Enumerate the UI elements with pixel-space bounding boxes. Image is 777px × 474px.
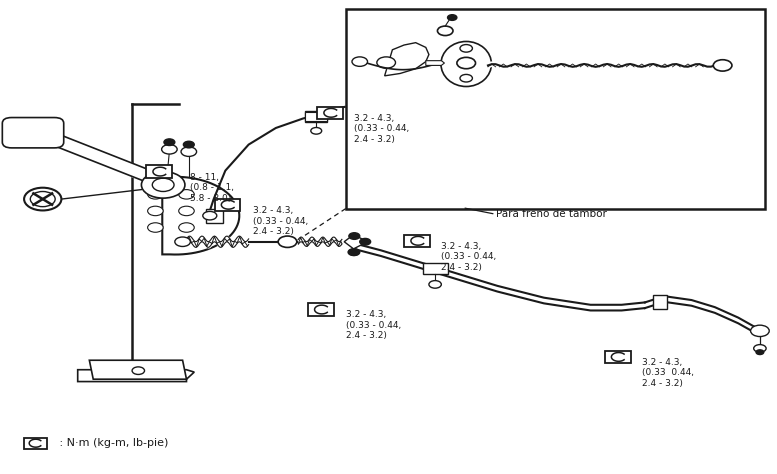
Circle shape bbox=[457, 57, 476, 69]
Bar bbox=[305, 112, 327, 121]
Circle shape bbox=[179, 223, 194, 232]
Polygon shape bbox=[78, 370, 194, 382]
Bar bbox=[605, 351, 631, 363]
Circle shape bbox=[175, 237, 190, 246]
Circle shape bbox=[24, 188, 61, 210]
Circle shape bbox=[311, 128, 322, 134]
Bar bbox=[214, 199, 240, 211]
Text: Para freno de tambor: Para freno de tambor bbox=[496, 209, 607, 219]
Circle shape bbox=[751, 325, 769, 337]
Circle shape bbox=[183, 141, 194, 148]
Circle shape bbox=[162, 145, 177, 154]
Circle shape bbox=[152, 178, 174, 191]
Circle shape bbox=[148, 206, 163, 216]
Bar bbox=[24, 438, 47, 449]
Text: : N·m (kg-m, lb-pie): : N·m (kg-m, lb-pie) bbox=[56, 438, 169, 448]
Bar bbox=[146, 165, 172, 178]
Circle shape bbox=[713, 60, 732, 71]
Bar bbox=[305, 111, 327, 122]
Circle shape bbox=[164, 139, 175, 146]
Circle shape bbox=[448, 15, 457, 20]
Text: 3.2 - 4.3,
(0.33 - 0.44,
2.4 - 3.2): 3.2 - 4.3, (0.33 - 0.44, 2.4 - 3.2) bbox=[253, 206, 308, 236]
Circle shape bbox=[179, 190, 194, 199]
Text: 3.2 - 4.3,
(0.33 - 0.44,
2.4 - 3.2): 3.2 - 4.3, (0.33 - 0.44, 2.4 - 3.2) bbox=[354, 114, 409, 144]
Bar bbox=[405, 235, 430, 247]
Circle shape bbox=[754, 345, 766, 352]
Polygon shape bbox=[385, 43, 429, 76]
Ellipse shape bbox=[441, 42, 491, 87]
Bar bbox=[308, 303, 334, 316]
Circle shape bbox=[179, 206, 194, 216]
Bar bbox=[206, 209, 223, 223]
Circle shape bbox=[148, 223, 163, 232]
Bar bbox=[423, 263, 448, 274]
Circle shape bbox=[429, 281, 441, 288]
Text: 3.2 - 4.3,
(0.33 - 0.44,
2.4 - 3.2): 3.2 - 4.3, (0.33 - 0.44, 2.4 - 3.2) bbox=[441, 242, 497, 272]
FancyBboxPatch shape bbox=[2, 118, 64, 148]
Bar bbox=[317, 107, 343, 119]
Circle shape bbox=[148, 190, 163, 199]
Circle shape bbox=[437, 26, 453, 36]
Circle shape bbox=[30, 191, 55, 207]
Circle shape bbox=[460, 74, 472, 82]
Circle shape bbox=[352, 57, 368, 66]
Circle shape bbox=[203, 211, 217, 220]
Circle shape bbox=[141, 172, 185, 198]
Circle shape bbox=[348, 249, 359, 255]
Polygon shape bbox=[426, 61, 444, 65]
Bar bbox=[653, 295, 667, 309]
Circle shape bbox=[349, 233, 360, 239]
Circle shape bbox=[349, 249, 360, 255]
Circle shape bbox=[132, 367, 145, 374]
Circle shape bbox=[181, 147, 197, 156]
Circle shape bbox=[278, 236, 297, 247]
Text: 3.2 - 4.3,
(0.33 - 0.44,
2.4 - 3.2): 3.2 - 4.3, (0.33 - 0.44, 2.4 - 3.2) bbox=[346, 310, 401, 340]
Circle shape bbox=[377, 57, 395, 68]
Text: 8 - 11,
(0.8 - 1.1,
5.8 - 8.0): 8 - 11, (0.8 - 1.1, 5.8 - 8.0) bbox=[190, 173, 235, 203]
Polygon shape bbox=[344, 235, 368, 249]
Bar bbox=[346, 9, 765, 209]
Circle shape bbox=[360, 238, 371, 245]
Text: 3.2 - 4.3,
(0.33  0.44,
2.4 - 3.2): 3.2 - 4.3, (0.33 0.44, 2.4 - 3.2) bbox=[642, 358, 694, 388]
Polygon shape bbox=[162, 177, 239, 255]
Circle shape bbox=[460, 45, 472, 52]
Circle shape bbox=[756, 350, 764, 355]
Polygon shape bbox=[89, 360, 186, 379]
